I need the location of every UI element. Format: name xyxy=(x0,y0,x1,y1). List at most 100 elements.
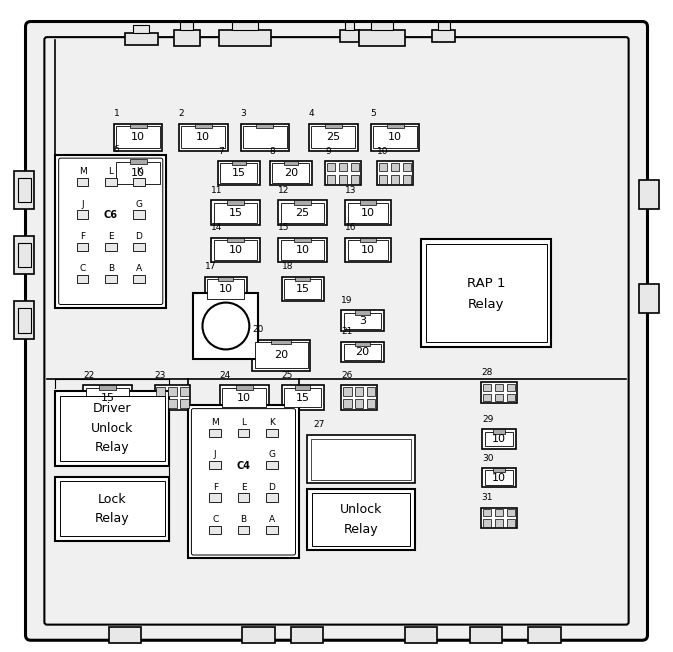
Bar xyxy=(347,240,388,259)
Bar xyxy=(341,342,384,363)
Text: 30: 30 xyxy=(483,454,494,463)
Bar xyxy=(311,439,411,479)
Bar xyxy=(156,387,165,396)
Bar xyxy=(343,387,351,396)
Bar xyxy=(238,428,249,437)
Text: 9: 9 xyxy=(325,147,331,156)
Bar xyxy=(116,162,160,184)
Bar xyxy=(347,203,388,222)
Bar xyxy=(355,400,363,408)
Text: 25: 25 xyxy=(326,132,341,142)
Bar xyxy=(116,126,160,149)
Text: 10: 10 xyxy=(388,132,402,142)
Text: C: C xyxy=(212,515,219,524)
Bar xyxy=(360,237,376,242)
Bar xyxy=(284,388,321,408)
Bar xyxy=(219,385,269,410)
Bar xyxy=(266,526,277,534)
Bar xyxy=(495,509,503,516)
Bar xyxy=(238,526,249,534)
Bar xyxy=(294,200,311,205)
Bar xyxy=(77,211,88,218)
Bar xyxy=(180,22,193,30)
Bar xyxy=(129,124,147,128)
Bar xyxy=(355,310,370,315)
Bar xyxy=(295,385,310,390)
Bar xyxy=(133,275,145,284)
Bar xyxy=(528,627,561,644)
Text: E: E xyxy=(241,482,246,492)
Text: Unlock: Unlock xyxy=(340,503,382,516)
Text: 5: 5 xyxy=(371,110,376,119)
Bar xyxy=(209,494,221,501)
Bar xyxy=(219,276,234,281)
Text: 10: 10 xyxy=(377,147,389,156)
Bar xyxy=(379,175,387,184)
Bar xyxy=(252,340,310,371)
Bar xyxy=(105,243,116,251)
Bar xyxy=(156,400,165,408)
Bar xyxy=(209,526,221,534)
Text: 27: 27 xyxy=(314,421,325,430)
Bar xyxy=(483,509,491,516)
Text: 25: 25 xyxy=(295,208,310,218)
Text: J: J xyxy=(81,200,84,209)
Bar xyxy=(344,313,381,329)
Bar xyxy=(391,162,399,171)
Bar xyxy=(227,237,244,242)
Text: K: K xyxy=(269,418,275,427)
Text: 8: 8 xyxy=(270,147,275,156)
Bar xyxy=(377,161,413,185)
Bar xyxy=(243,126,287,149)
Bar xyxy=(85,388,129,408)
Bar xyxy=(294,237,311,242)
Bar xyxy=(495,383,503,391)
Bar xyxy=(481,382,517,403)
Text: 20: 20 xyxy=(355,347,369,357)
Bar xyxy=(14,171,34,209)
Bar xyxy=(109,627,141,644)
Bar xyxy=(266,494,277,501)
Bar xyxy=(220,164,258,183)
Text: 21: 21 xyxy=(341,327,353,336)
Bar xyxy=(281,203,324,222)
Bar xyxy=(55,155,166,308)
Text: F: F xyxy=(80,232,85,241)
Bar xyxy=(379,162,387,171)
Text: A: A xyxy=(269,515,275,524)
Bar xyxy=(179,124,227,151)
Bar xyxy=(114,124,162,151)
Bar xyxy=(284,279,321,299)
Bar xyxy=(485,432,513,447)
Text: 15: 15 xyxy=(278,224,290,232)
Bar xyxy=(238,494,249,501)
Bar xyxy=(325,161,361,185)
Bar xyxy=(193,293,258,359)
FancyBboxPatch shape xyxy=(26,22,647,640)
Bar xyxy=(639,284,659,313)
Circle shape xyxy=(203,303,249,349)
Bar xyxy=(168,387,177,396)
Text: 10: 10 xyxy=(229,245,243,255)
Bar xyxy=(483,394,491,401)
Bar xyxy=(133,25,149,33)
Text: 4: 4 xyxy=(309,110,314,119)
Text: 20: 20 xyxy=(274,350,288,361)
Bar xyxy=(403,162,411,171)
Text: 10: 10 xyxy=(196,132,210,142)
Bar xyxy=(77,275,88,284)
Text: 10: 10 xyxy=(492,434,506,444)
Text: 7: 7 xyxy=(218,147,223,156)
Bar xyxy=(493,468,505,473)
Text: 15: 15 xyxy=(295,284,310,294)
Bar xyxy=(17,243,31,267)
Bar xyxy=(278,200,327,225)
Bar xyxy=(345,22,355,30)
Text: 19: 19 xyxy=(341,296,353,305)
Text: 20: 20 xyxy=(252,325,263,334)
Text: 11: 11 xyxy=(211,186,223,195)
Bar xyxy=(359,30,405,46)
Bar xyxy=(327,162,335,171)
Bar xyxy=(307,435,415,483)
Bar xyxy=(242,627,275,644)
